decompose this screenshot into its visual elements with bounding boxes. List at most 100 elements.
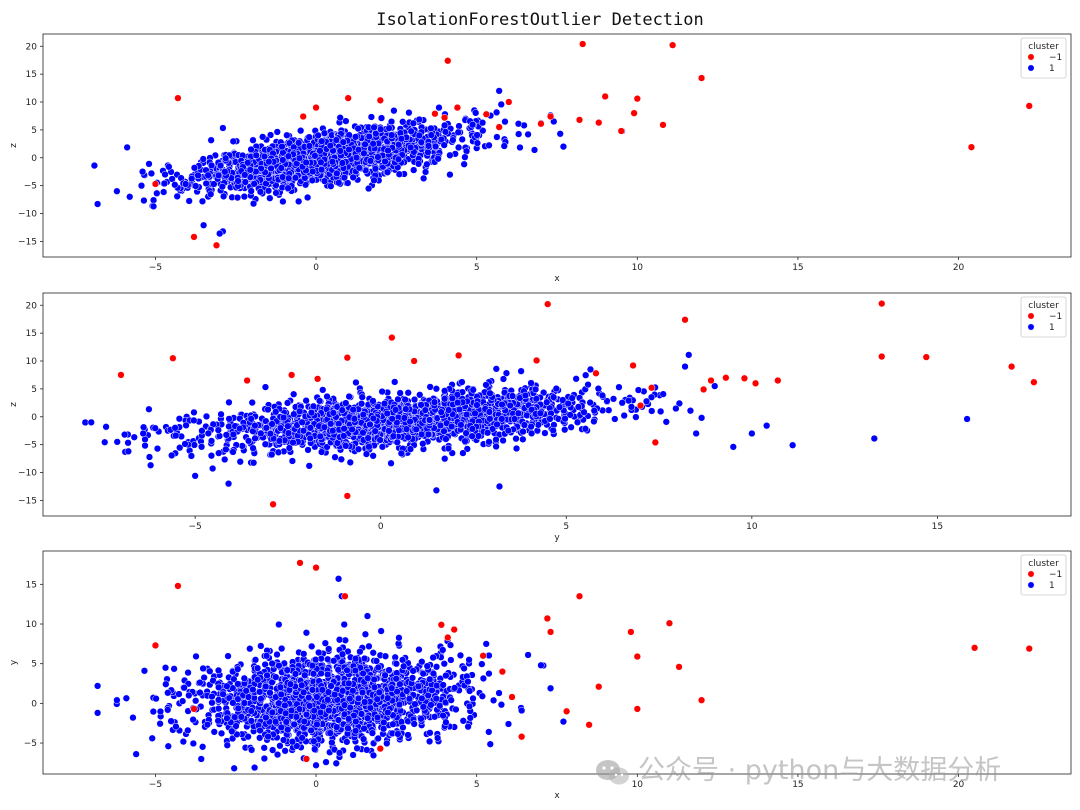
inlier-point [241, 178, 249, 186]
y-tick-label: 10 [26, 620, 38, 630]
inlier-point [372, 130, 380, 138]
inlier-point [493, 133, 501, 141]
inlier-point [332, 136, 340, 144]
inlier-point [218, 182, 226, 191]
x-tick-label: 5 [474, 263, 480, 273]
inlier-point [349, 173, 357, 181]
inlier-point [454, 398, 462, 407]
inlier-point [140, 667, 149, 675]
inlier-point [469, 386, 477, 394]
legend-entry-label: −1 [1049, 53, 1062, 63]
inlier-point [377, 114, 386, 122]
y-tick-label: 10 [26, 357, 38, 367]
inlier-point [632, 413, 640, 421]
inlier-point [383, 409, 391, 418]
inlier-point [173, 192, 181, 200]
inlier-point [499, 436, 507, 445]
inlier-point [172, 431, 180, 440]
inlier-point [189, 739, 197, 748]
outlier-point [967, 143, 976, 151]
inlier-point [586, 398, 594, 407]
inlier-point [204, 429, 212, 438]
inlier-point [317, 158, 325, 166]
inlier-point [305, 133, 313, 141]
inlier-point [393, 438, 401, 446]
inlier-point [497, 100, 505, 109]
inlier-point [222, 154, 230, 162]
inlier-point [308, 176, 316, 185]
inlier-point [285, 174, 293, 182]
inlier-point [590, 417, 598, 426]
outlier-point [344, 94, 352, 102]
inlier-point [329, 427, 337, 435]
inlier-point [276, 742, 284, 750]
y-axis-label: y [9, 659, 19, 665]
inlier-point [327, 420, 335, 428]
legend-title: cluster [1028, 301, 1059, 311]
inlier-point [316, 432, 324, 441]
inlier-point [561, 415, 569, 423]
inlier-point [170, 665, 178, 673]
inlier-point [217, 410, 225, 418]
inlier-point [434, 155, 442, 163]
inlier-point [225, 398, 233, 407]
inlier-point [316, 147, 324, 155]
inlier-point [290, 410, 298, 418]
inlier-point [366, 157, 375, 165]
inlier-point [763, 422, 771, 430]
inlier-point [249, 459, 258, 467]
plot-area [42, 33, 1072, 258]
inlier-point [566, 411, 574, 419]
outlier-point [312, 103, 320, 112]
inlier-point [340, 432, 348, 440]
outlier-point [376, 96, 384, 104]
inlier-point [244, 159, 252, 167]
x-tick-label: −5 [189, 522, 202, 532]
inlier-point [748, 429, 756, 438]
inlier-point [276, 424, 285, 432]
inlier-point [266, 131, 275, 139]
inlier-point [279, 413, 288, 422]
inlier-point [168, 451, 176, 460]
inlier-point [473, 131, 481, 139]
inlier-point [431, 142, 440, 151]
x-tick-label: 0 [378, 522, 384, 532]
inlier-point [392, 406, 400, 414]
inlier-point [369, 414, 378, 423]
legend-marker [1027, 64, 1035, 72]
inlier-point [265, 158, 273, 166]
inlier-point [343, 666, 351, 674]
inlier-point [207, 437, 216, 445]
outlier-point [440, 113, 449, 122]
inlier-point [124, 439, 132, 447]
inlier-point [309, 167, 317, 176]
outlier-point [117, 371, 125, 379]
inlier-point [273, 128, 281, 136]
inlier-point [303, 193, 312, 202]
outlier-point [707, 376, 715, 385]
inlier-point [278, 173, 287, 181]
y-tick-label: 5 [31, 126, 37, 136]
inlier-point [278, 142, 286, 151]
outlier-point [546, 112, 555, 121]
inlier-point [149, 707, 157, 716]
inlier-point [153, 444, 162, 453]
inlier-point [251, 434, 259, 443]
inlier-point [357, 400, 366, 408]
inlier-point [354, 146, 363, 154]
inlier-point [483, 429, 492, 437]
outlier-point [495, 123, 503, 131]
inlier-point [214, 171, 223, 180]
inlier-point [415, 115, 423, 124]
inlier-point [517, 367, 525, 375]
inlier-point [421, 168, 430, 176]
outlier-point [617, 127, 625, 135]
inlier-point [302, 397, 310, 405]
chart-title: IsolationForestOutlier Detection [376, 10, 704, 30]
legend: cluster−11 [1020, 296, 1067, 338]
inlier-point [351, 133, 360, 141]
outlier-point [651, 438, 659, 447]
inlier-point [327, 182, 335, 190]
inlier-point [323, 392, 331, 401]
inlier-point [369, 452, 377, 460]
